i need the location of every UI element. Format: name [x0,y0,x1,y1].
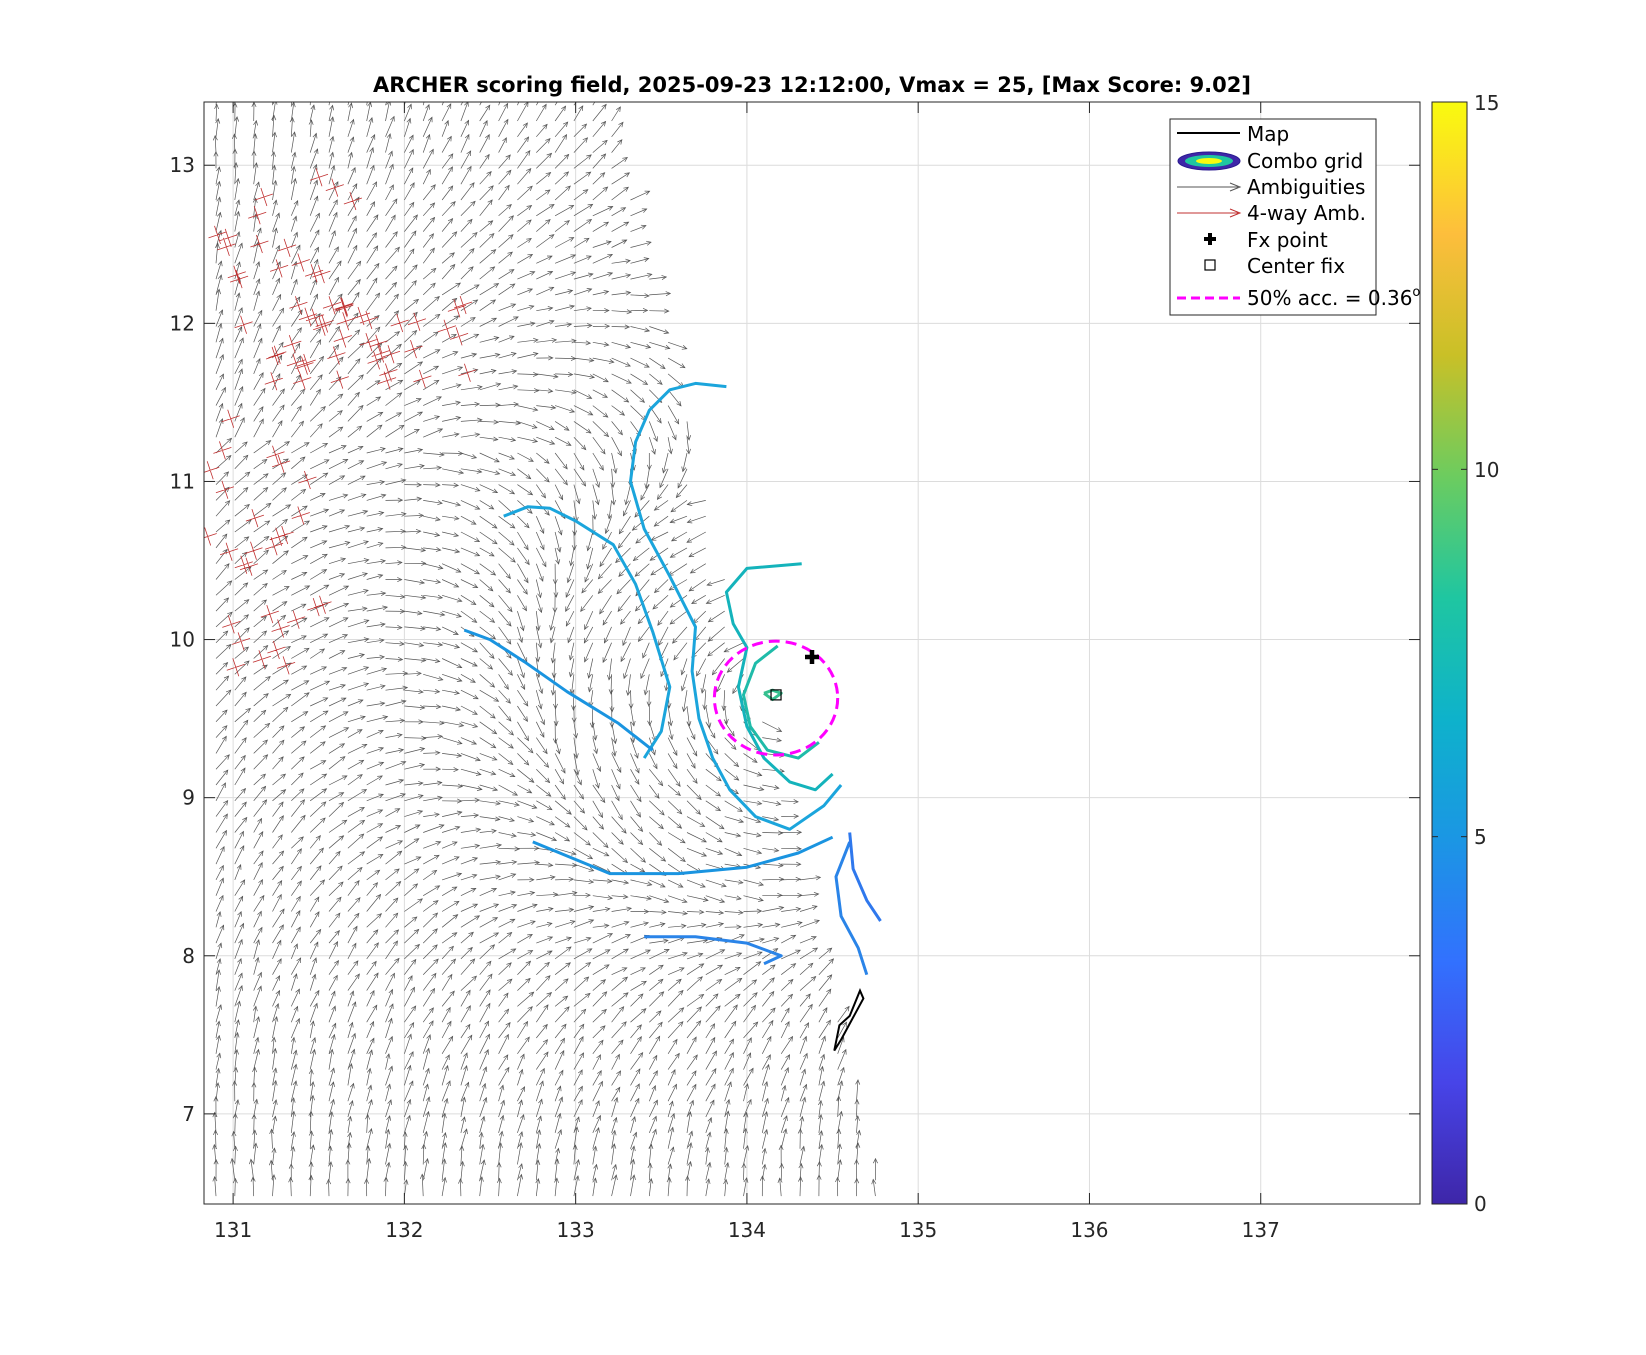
colorbar-tick-label: 0 [1474,1192,1487,1216]
legend-fx-point-marker [1204,233,1216,245]
chart-title: ARCHER scoring field, 2025-09-23 12:12:0… [373,73,1251,97]
map-coastline [833,988,865,1052]
x-tick-label: 137 [1242,1218,1280,1242]
fx-point-marker [805,649,819,664]
legend-label-combo-grid: Combo grid [1247,149,1363,173]
combo-contour [532,835,834,876]
y-tick-label: 9 [182,786,195,810]
combo-grid-contours [463,381,882,976]
axes-box [203,101,1421,1205]
four-way-ambiguities [204,168,477,677]
combo-contour [629,381,843,831]
markers [712,639,865,1052]
x-tick-label: 135 [899,1218,937,1242]
x-tick-label: 136 [1070,1218,1108,1242]
combo-contour [834,841,869,976]
combo-contour [848,832,882,922]
combo-contour [644,935,783,966]
colorbar-tick-label: 5 [1474,825,1487,849]
legend-ambiguities-arrowhead [1229,182,1242,192]
legend-label-fx-point: Fx point [1247,228,1328,252]
y-tick-label: 7 [182,1102,195,1126]
combo-contour [724,562,834,792]
legend-acc-degree: o [1412,285,1420,300]
y-tick-label: 12 [170,311,195,335]
x-tick-label: 133 [557,1218,595,1242]
legend-center-fix-marker [1204,259,1216,271]
y-tick-label: 13 [170,153,195,177]
accuracy-circle [712,639,840,757]
x-tick-label: 132 [385,1218,423,1242]
center-fix-marker [770,689,782,701]
legend-label-center-fix: Center fix [1247,254,1345,278]
y-tick-label: 10 [170,628,195,652]
legend-label-ambiguities: Ambiguities [1247,175,1365,199]
combo-contour [463,628,654,752]
ambiguity-vectors [204,102,878,1197]
colorbar-gradient [1431,101,1468,1205]
legend-acc-text: 50% acc. = 0.36 [1247,286,1412,310]
colorbar: 0 5 10 15 [1431,91,1499,1216]
combo-contour [742,644,820,760]
ambiguity-arrow-heads [212,102,878,1185]
legend-combo-swatch-inner [1196,158,1222,164]
x-tick-label: 131 [214,1218,252,1242]
grid-lines [204,102,1420,1204]
combo-contour [503,505,672,759]
legend-label-4way: 4-way Amb. [1247,201,1366,225]
x-tick-label: 134 [728,1218,766,1242]
legend-label-acc: 50% acc. = 0.36o [1247,285,1420,310]
legend-4way-arrowhead [1229,208,1242,218]
axis-ticks [204,102,1420,1204]
legend: Map Combo grid Ambiguities 4-way Amb. Fx… [1169,118,1420,316]
colorbar-tick-label: 10 [1474,458,1499,482]
y-tick-label: 8 [182,944,195,968]
colorbar-ticks [1432,101,1467,1205]
colorbar-tick-label: 15 [1474,91,1499,115]
y-tick-label: 11 [170,469,195,493]
legend-label-map: Map [1247,122,1289,146]
